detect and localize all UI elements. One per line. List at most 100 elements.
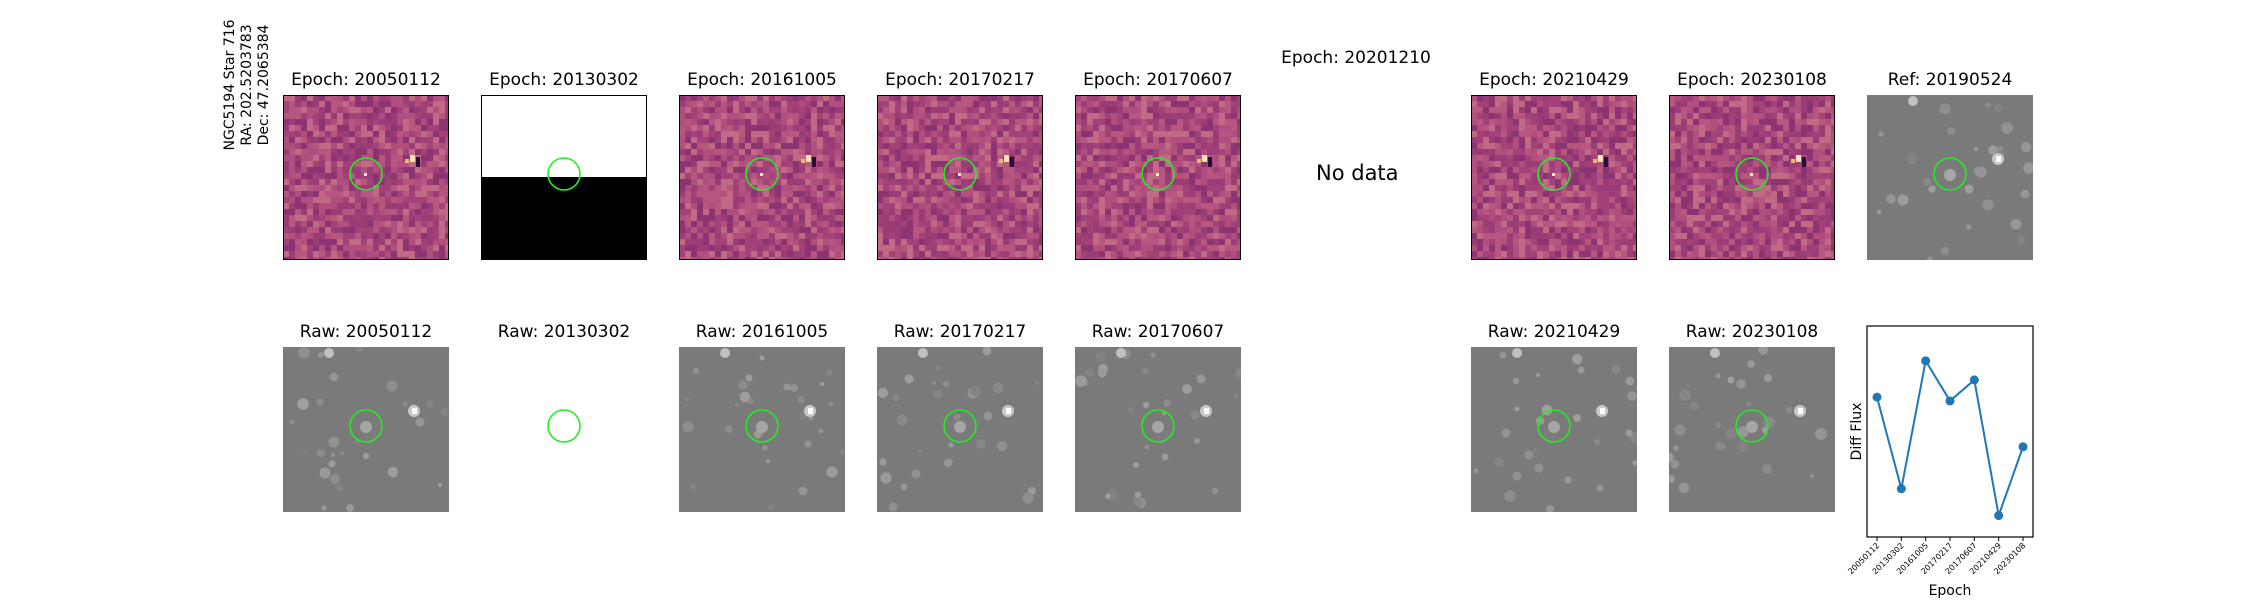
diff-pixel	[943, 185, 949, 191]
diff-pixel	[373, 233, 379, 239]
diff-pixel	[1165, 203, 1171, 209]
diff-pixel	[1687, 227, 1693, 233]
diff-pixel	[811, 113, 817, 119]
diff-pixel	[1165, 245, 1171, 251]
diff-pixel	[1831, 155, 1835, 161]
diff-pixel	[1579, 215, 1585, 221]
diff-pixel	[1117, 191, 1123, 197]
diff-pixel	[967, 137, 973, 143]
diff-pixel	[715, 209, 721, 215]
diff-pixel	[1147, 251, 1153, 257]
diff-pixel	[787, 119, 793, 125]
diff-pixel	[1531, 95, 1537, 101]
diff-pixel	[919, 143, 925, 149]
diff-pixel	[763, 113, 769, 119]
diff-pixel	[1147, 137, 1153, 143]
diff-pixel	[985, 185, 991, 191]
diff-pixel	[1783, 149, 1789, 155]
diff-pixel	[295, 215, 301, 221]
diff-pixel	[1771, 167, 1777, 173]
diff-pixel	[775, 191, 781, 197]
diff-pixel	[1801, 215, 1807, 221]
diff-pixel	[1777, 179, 1783, 185]
diff-pixel	[931, 113, 937, 119]
diff-pixel	[1561, 167, 1567, 173]
diff-pixel	[1543, 101, 1549, 107]
diff-pixel	[1633, 245, 1637, 251]
diff-pixel	[1075, 155, 1081, 161]
diff-pixel	[961, 221, 967, 227]
diff-pixel	[1123, 209, 1129, 215]
diff-pixel	[1135, 173, 1141, 179]
diff-pixel	[1489, 95, 1495, 101]
diff-pixel	[289, 209, 295, 215]
diff-pixel	[1681, 131, 1687, 137]
diff-pixel	[823, 215, 829, 221]
diff-pixel	[1081, 161, 1087, 167]
diff-pixel	[397, 233, 403, 239]
diff-pixel	[787, 137, 793, 143]
diff-pixel	[1009, 203, 1015, 209]
diff-pixel	[1159, 143, 1165, 149]
diff-pixel	[1483, 197, 1489, 203]
diff-pixel	[1483, 107, 1489, 113]
diff-pixel	[403, 131, 409, 137]
faint-star	[1234, 394, 1238, 398]
diff-pixel	[1699, 197, 1705, 203]
diff-pixel	[1033, 149, 1039, 155]
diff-pixel	[385, 245, 391, 251]
diff-pixel	[307, 107, 313, 113]
diff-pixel	[445, 233, 449, 239]
diff-pixel	[1549, 227, 1555, 233]
diff-pixel	[367, 167, 373, 173]
diff-image-panel	[283, 95, 449, 260]
diff-pixel	[679, 257, 685, 260]
diff-pixel	[991, 107, 997, 113]
diff-pixel	[1597, 119, 1603, 125]
diff-pixel	[361, 179, 367, 185]
diff-pixel	[1675, 131, 1681, 137]
diff-pixel	[319, 125, 325, 131]
diff-pixel	[1759, 137, 1765, 143]
diff-pixel	[1555, 137, 1561, 143]
faint-star	[682, 421, 693, 432]
diff-pixel	[289, 161, 295, 167]
diff-pixel	[361, 167, 367, 173]
diff-pixel	[1735, 203, 1741, 209]
diff-pixel	[901, 155, 907, 161]
diff-pixel	[763, 209, 769, 215]
diff-pixel	[1171, 137, 1177, 143]
diff-pixel	[1033, 209, 1039, 215]
diff-pixel	[961, 167, 967, 173]
diff-pixel	[1099, 227, 1105, 233]
diff-pixel	[1693, 209, 1699, 215]
diff-pixel	[1111, 185, 1117, 191]
diff-pixel	[397, 203, 403, 209]
diff-pixel	[1627, 107, 1633, 113]
diff-pixel	[943, 215, 949, 221]
diff-pixel	[1183, 131, 1189, 137]
diff-pixel	[1207, 239, 1213, 245]
diff-pixel	[1021, 197, 1027, 203]
diff-pixel	[1519, 239, 1525, 245]
diff-pixel	[685, 125, 691, 131]
diff-pixel	[1531, 155, 1537, 161]
raw-image	[1471, 347, 1637, 512]
diff-pixel	[1753, 119, 1759, 125]
diff-pixel	[1027, 113, 1033, 119]
diff-pixel	[1831, 107, 1835, 113]
diff-pixel	[1621, 95, 1627, 101]
diff-pixel	[1033, 227, 1039, 233]
diff-pixel	[841, 203, 845, 209]
diff-pixel	[781, 161, 787, 167]
diff-pixel	[1735, 125, 1741, 131]
diff-pixel	[799, 167, 805, 173]
diff-pixel	[1153, 167, 1159, 173]
diff-pixel	[937, 179, 943, 185]
diff-pixel	[1717, 131, 1723, 137]
diff-pixel	[985, 113, 991, 119]
diff-pixel	[919, 161, 925, 167]
diff-pixel	[1573, 257, 1579, 260]
diff-pixel	[1633, 107, 1637, 113]
diff-pixel	[913, 203, 919, 209]
